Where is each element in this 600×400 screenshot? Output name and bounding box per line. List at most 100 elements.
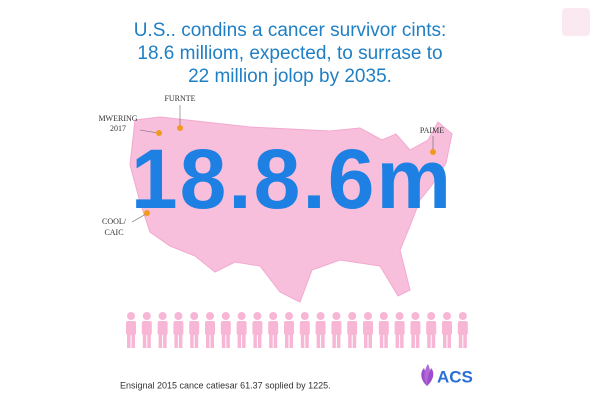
person-leg xyxy=(368,334,372,348)
person-leg xyxy=(336,334,341,348)
person-leg xyxy=(447,334,451,348)
person-body xyxy=(173,321,184,335)
marker-dot xyxy=(430,149,436,155)
person-leg xyxy=(321,334,325,348)
map-label: CAIC xyxy=(104,228,123,237)
person-leg xyxy=(210,334,214,348)
person-head xyxy=(395,312,404,320)
person-leg xyxy=(316,334,321,348)
person-body xyxy=(378,321,389,335)
person-icon xyxy=(189,312,200,348)
person-head xyxy=(237,312,246,320)
person-leg xyxy=(352,334,357,348)
person-head xyxy=(443,312,451,320)
map-label: MWERING xyxy=(98,114,137,123)
person-leg xyxy=(142,334,147,348)
person-leg xyxy=(147,334,151,348)
person-leg xyxy=(305,334,309,348)
person-head xyxy=(411,312,420,320)
person-body xyxy=(141,321,152,335)
person-body xyxy=(268,321,279,335)
person-leg xyxy=(285,334,289,348)
person-icon xyxy=(378,312,389,348)
person-leg xyxy=(427,334,431,348)
title-line: 18.6 milliom, expected, to surrase to xyxy=(137,43,442,64)
logo-text: ACS xyxy=(437,367,473,386)
logo-icon xyxy=(421,364,434,386)
person-leg xyxy=(400,334,404,348)
marker-dot xyxy=(156,130,162,136)
person-leg xyxy=(348,334,352,348)
person-icon xyxy=(173,312,184,348)
person-body xyxy=(426,321,437,335)
marker-dot xyxy=(144,210,150,216)
person-leg xyxy=(384,334,388,348)
person-icon xyxy=(331,312,342,348)
person-leg xyxy=(431,334,436,348)
person-leg xyxy=(364,334,368,348)
map-label: 2017 xyxy=(110,124,126,133)
map-label: PAIME xyxy=(420,126,444,135)
person-body xyxy=(363,321,373,335)
person-head xyxy=(190,312,199,320)
person-head xyxy=(142,312,151,320)
person-leg xyxy=(190,334,194,348)
person-leg xyxy=(273,334,278,348)
person-icon xyxy=(442,312,452,348)
person-icon xyxy=(220,312,231,348)
person-leg xyxy=(289,334,293,348)
person-leg xyxy=(443,334,447,348)
person-leg xyxy=(300,334,305,348)
person-head xyxy=(269,312,278,320)
corner-decoration xyxy=(562,8,590,36)
person-icon xyxy=(141,312,152,348)
person-leg xyxy=(221,334,226,348)
person-head xyxy=(379,312,388,320)
person-head xyxy=(127,312,135,320)
person-leg xyxy=(463,334,467,348)
person-head xyxy=(364,312,372,320)
person-leg xyxy=(411,334,415,348)
person-head xyxy=(206,312,214,320)
title-line: 22 million jolop by 2035. xyxy=(188,66,392,87)
person-icon xyxy=(457,312,468,348)
title-line: U.S.. condins a cancer survivor cints: xyxy=(134,20,447,41)
leader-line xyxy=(131,213,147,223)
footer-source: Ensignal 2015 cance catiesar 61.37 sopli… xyxy=(120,380,331,390)
person-head xyxy=(253,312,262,320)
person-icon xyxy=(205,312,215,348)
person-leg xyxy=(178,334,183,348)
person-leg xyxy=(194,334,199,348)
person-icon xyxy=(268,312,279,348)
person-body xyxy=(252,321,263,335)
person-body xyxy=(394,321,405,335)
person-head xyxy=(316,312,325,320)
person-body xyxy=(410,321,421,335)
person-leg xyxy=(269,334,273,348)
headline-number: 18.8.6m xyxy=(131,132,453,226)
label-markers xyxy=(131,105,436,223)
person-body xyxy=(299,321,310,335)
person-head xyxy=(221,312,230,320)
person-leg xyxy=(206,334,210,348)
person-icon xyxy=(236,312,247,348)
person-leg xyxy=(226,334,230,348)
person-head xyxy=(158,312,167,320)
person-head xyxy=(332,312,341,320)
person-leg xyxy=(253,334,257,348)
person-head xyxy=(174,312,183,320)
person-leg xyxy=(242,334,246,348)
logo-petal xyxy=(427,368,434,386)
person-icon xyxy=(347,312,358,348)
person-head xyxy=(285,312,293,320)
person-icon xyxy=(315,312,326,348)
person-icon xyxy=(252,312,263,348)
person-leg xyxy=(174,334,178,348)
person-body xyxy=(442,321,452,335)
person-leg xyxy=(415,334,420,348)
person-head xyxy=(300,312,309,320)
person-body xyxy=(347,321,358,335)
person-leg xyxy=(458,334,463,348)
person-icon xyxy=(363,312,373,348)
